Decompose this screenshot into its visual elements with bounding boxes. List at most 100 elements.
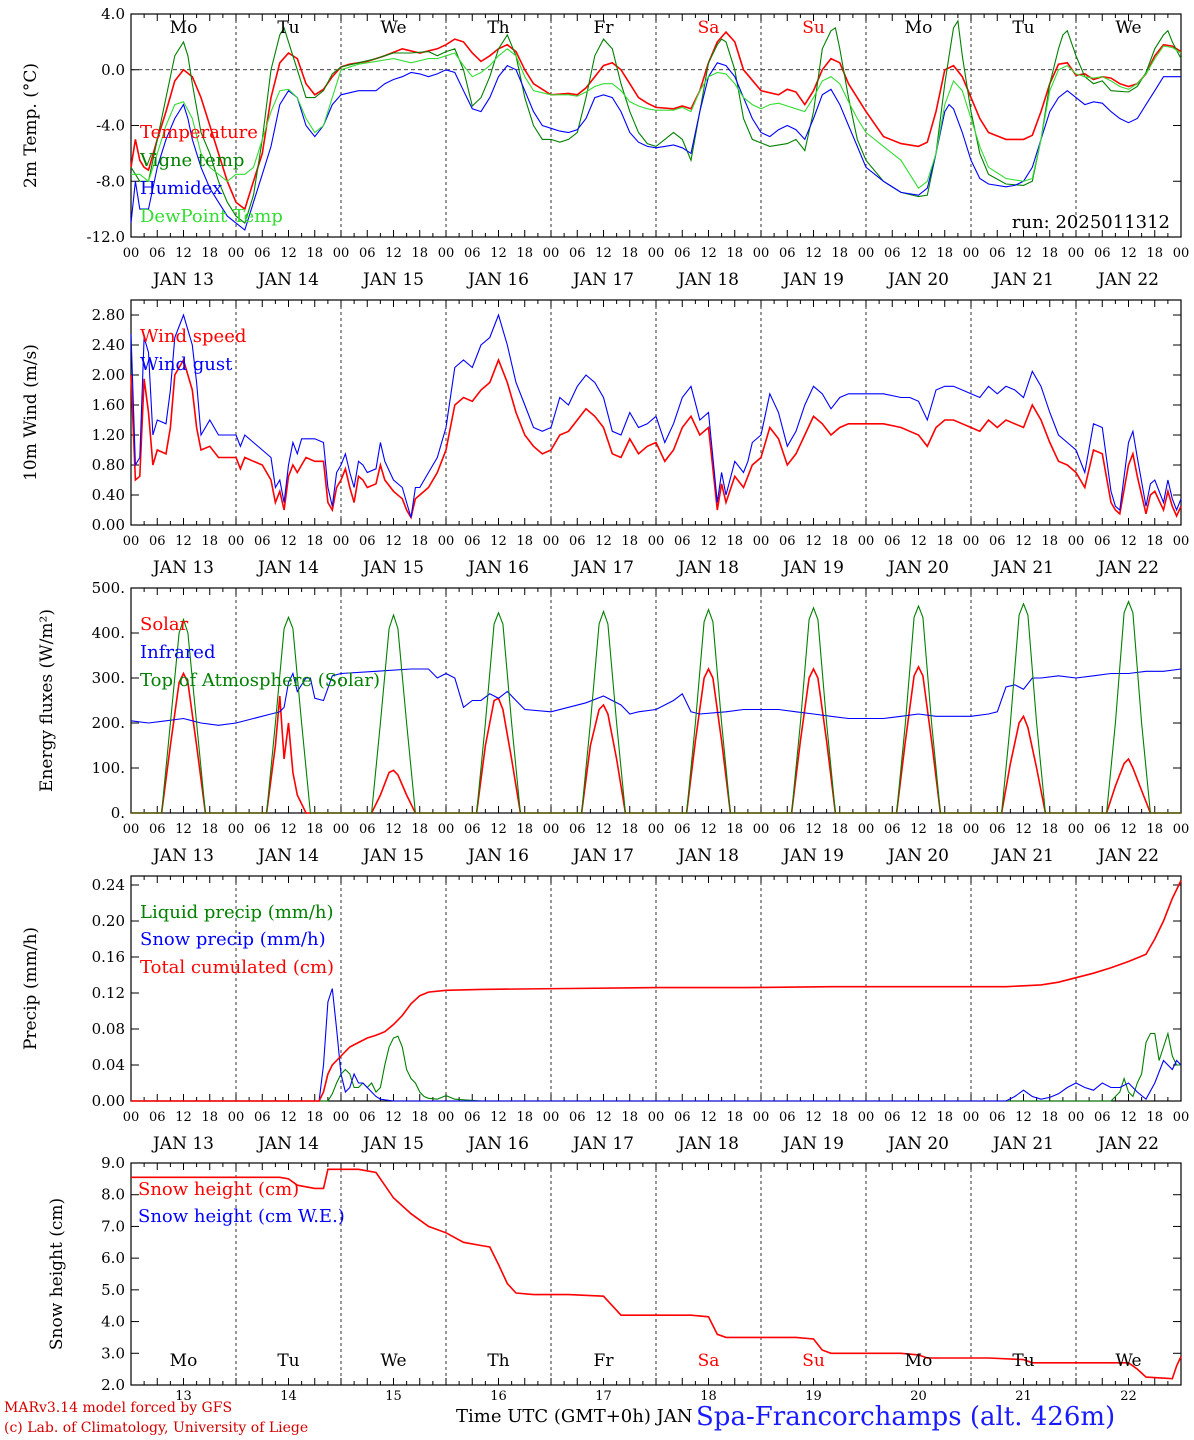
x-date-label: JAN 20: [886, 270, 949, 290]
series-line-infrared: [130, 668, 1182, 726]
x-hour-label: 06: [1094, 822, 1111, 837]
x-hour-label: 06: [779, 246, 796, 261]
weekday-label: Tu: [277, 1351, 299, 1371]
x-hour-label: 06: [254, 822, 271, 837]
x-hour-label: 12: [910, 1110, 927, 1125]
y-axis-label: Energy fluxes (W/m²): [37, 609, 57, 792]
plot-frame: [130, 299, 1182, 526]
legend-entry: Wind speed: [140, 326, 246, 347]
x-date-label: JAN 13: [151, 1134, 214, 1154]
x-hour-label: 00: [123, 246, 140, 261]
day-number-label: 20: [910, 1389, 927, 1404]
series-line-top-of-atmosphere-solar-: [131, 599, 1181, 814]
x-hour-label: 00: [543, 246, 560, 261]
x-hour-label: 18: [726, 534, 743, 549]
x-hour-label: 00: [228, 822, 245, 837]
x-hour-label: 12: [805, 534, 822, 549]
legend-entry: Vigne temp: [139, 150, 244, 171]
y-tick-label: 2.80: [92, 306, 125, 324]
weekday-label: Mo: [905, 18, 933, 38]
x-hour-label: 06: [989, 534, 1006, 549]
x-hour-label: 12: [1015, 822, 1032, 837]
x-hour-label: 18: [201, 822, 218, 837]
x-date-label: JAN 18: [676, 846, 739, 866]
y-tick-label: 5.0: [101, 1281, 125, 1299]
x-hour-label: 00: [1068, 246, 1085, 261]
x-hour-label: 00: [1068, 1110, 1085, 1125]
x-date-label: JAN 21: [991, 558, 1054, 578]
y-tick-label: 2.0: [101, 1376, 125, 1394]
x-hour-label: 06: [674, 534, 691, 549]
x-hour-label: 12: [700, 246, 717, 261]
x-hour-label: 00: [333, 1110, 350, 1125]
weekday-label: We: [1115, 1351, 1141, 1371]
weekday-label: Su: [802, 18, 825, 38]
x-date-label: JAN 16: [466, 1134, 529, 1154]
x-date-label: JAN 17: [571, 558, 634, 578]
run-annotation: run: 2025011312: [1012, 212, 1170, 233]
y-tick-label: 100.: [92, 759, 125, 777]
x-hour-label: 18: [516, 1110, 533, 1125]
x-hour-label: 00: [543, 534, 560, 549]
x-hour-label: 00: [648, 822, 665, 837]
x-hour-label: 06: [569, 534, 586, 549]
x-date-label: JAN 13: [151, 558, 214, 578]
weekday-label: Tu: [1012, 1351, 1034, 1371]
x-hour-label: 00: [648, 1110, 665, 1125]
x-hour-label: 18: [411, 822, 428, 837]
legend-entry: Infrared: [140, 642, 215, 663]
day-number-label: 21: [1015, 1389, 1032, 1404]
x-hour-label: 12: [175, 822, 192, 837]
x-hour-label: 12: [490, 246, 507, 261]
legend-entry: Total cumulated (cm): [140, 957, 334, 978]
day-number-label: 16: [490, 1389, 507, 1404]
legend-entry: Snow height (cm): [138, 1179, 299, 1200]
x-date-label: JAN 22: [1096, 270, 1159, 290]
x-hour-label: 18: [831, 534, 848, 549]
x-date-label: JAN 21: [991, 270, 1054, 290]
y-tick-label: 0.24: [92, 876, 125, 894]
y-axis-label: 10m Wind (m/s): [21, 344, 41, 481]
x-hour-label: 06: [1094, 1110, 1111, 1125]
y-tick-label: 0.00: [92, 516, 125, 534]
x-date-label: JAN 18: [676, 1134, 739, 1154]
x-hour-label: 00: [753, 1110, 770, 1125]
y-axis-label: Snow height (cm): [47, 1198, 67, 1350]
y-tick-label: 400.: [92, 624, 125, 642]
weekday-label: Mo: [905, 1351, 933, 1371]
x-hour-label: 12: [490, 822, 507, 837]
x-hour-label: 12: [385, 534, 402, 549]
series-line-liquid-precip-mm-h-: [131, 1031, 1181, 1102]
x-date-label: JAN 22: [1096, 558, 1159, 578]
x-date-label: JAN 21: [991, 846, 1054, 866]
y-tick-label: 4.0: [101, 5, 125, 23]
x-hour-label: 18: [831, 822, 848, 837]
y-tick-label: 0.: [111, 804, 125, 822]
x-date-label: JAN 17: [571, 270, 634, 290]
x-hour-label: 12: [595, 822, 612, 837]
x-hour-label: 12: [280, 246, 297, 261]
y-tick-label: 0.12: [92, 984, 125, 1002]
x-hour-label: 18: [1146, 1110, 1163, 1125]
x-date-label: JAN 20: [886, 846, 949, 866]
x-date-label: JAN 16: [466, 270, 529, 290]
legend-entry: Snow precip (mm/h): [140, 929, 326, 950]
x-date-label: JAN 14: [256, 270, 319, 290]
x-date-label: JAN 16: [466, 846, 529, 866]
panel-1: 4.0 0.0 -4.0 -8.0 -12.0 2m Temp. (°C) 00 06 12 18…: [21, 5, 1189, 290]
x-hour-label: 06: [149, 246, 166, 261]
weekday-label: Th: [487, 18, 509, 38]
x-hour-label: 12: [1015, 1110, 1032, 1125]
x-hour-label: 06: [464, 822, 481, 837]
series-line-snow-height-cm-: [131, 1168, 1182, 1380]
x-hour-label: 00: [123, 822, 140, 837]
legend-entry: DewPoint Temp: [140, 206, 283, 227]
x-date-label: JAN 14: [256, 558, 319, 578]
legend-entry: Top of Atmosphere (Solar): [140, 670, 380, 691]
day-number-label: 13: [175, 1389, 192, 1404]
panel-4: 0.24 0.20 0.16 0.12 0.08 0.04 0.00 Precip (mm/h…: [21, 875, 1189, 1154]
x-hour-label: 12: [700, 1110, 717, 1125]
x-hour-label: 18: [1041, 246, 1058, 261]
x-date-label: JAN 15: [361, 270, 424, 290]
y-tick-label: 0.80: [92, 456, 125, 474]
